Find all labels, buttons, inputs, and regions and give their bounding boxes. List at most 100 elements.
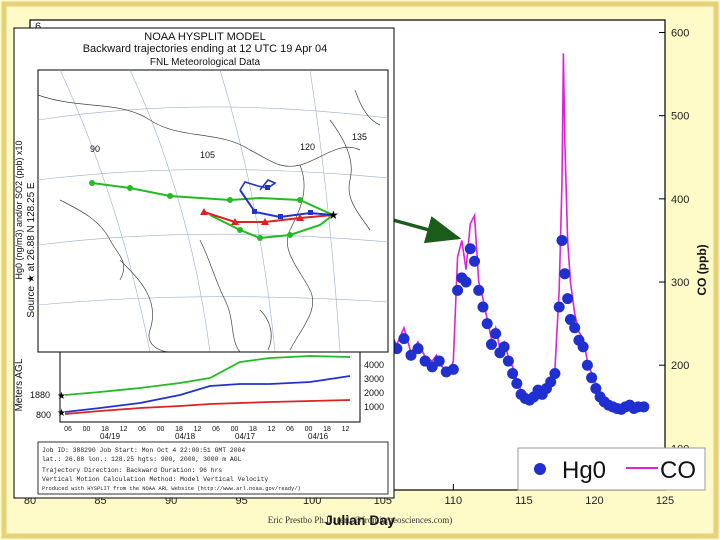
right-axis: 100200300400500600 [659, 27, 689, 455]
hg0-point [638, 401, 650, 413]
hg0-point [460, 276, 472, 288]
trajectory-green-low [209, 214, 334, 240]
hg0-point [562, 293, 574, 305]
hg0-point [473, 284, 485, 296]
y-axis-right-title: CO (ppb) [695, 244, 709, 295]
profile-left-800: 800 [36, 410, 51, 420]
profile-time-tick: 00 [157, 426, 165, 433]
legend-hg0-marker [534, 463, 546, 475]
profile-time-tick: 06 [138, 426, 146, 433]
hg0-point [577, 341, 589, 353]
inset-title-3: FNL Meteorological Data [150, 57, 261, 68]
profile-time-tick: 00 [231, 426, 239, 433]
footer-credit: Eric Prestbo Ph.D. (eric@frontiergeoscie… [268, 515, 453, 525]
profile-time-tick: 06 [286, 426, 294, 433]
hg0-point [469, 255, 480, 267]
profile-left-1880: 1880 [30, 390, 50, 400]
lon-label-135: 135 [352, 132, 367, 142]
date-label-2: 04/18 [175, 432, 196, 441]
hg0-series [377, 234, 650, 415]
hg0-point [405, 349, 417, 361]
y-right-tick-label: 500 [671, 111, 689, 123]
hg0-point [511, 378, 523, 390]
hg0-point [412, 343, 424, 355]
hg0-point [545, 376, 557, 388]
hg0-point [586, 372, 598, 384]
profile-time-tick: 18 [175, 426, 183, 433]
profile-time-axis: 06 00 18 12 06 00 18 12 06 00 18 12 06 00 18 12 [64, 426, 349, 433]
hg0-point [477, 301, 489, 313]
hg0-point [398, 333, 410, 345]
profile-star-top: ★ [57, 391, 66, 402]
profile-time-tick: 06 [212, 426, 220, 433]
map-graticule [37, 69, 389, 353]
annotation-arrow [392, 216, 462, 244]
hg0-point [490, 328, 502, 340]
lon-label-105: 105 [200, 150, 215, 160]
profile-time-tick: 12 [194, 426, 202, 433]
trajectory-green-top [91, 182, 334, 216]
profile-tick-4000: 4000 [364, 360, 384, 370]
legend-box [517, 447, 706, 491]
hysplit-inset: NOAA HYSPLIT MODEL Backward trajectories… [13, 27, 395, 499]
y-right-tick-label: 600 [671, 27, 689, 39]
hg0-point [556, 234, 568, 246]
profile-red [64, 399, 351, 415]
y-right-tick-label: 300 [671, 277, 689, 289]
inset-title-2: Backward trajectories ending at 12 UTC 1… [83, 43, 328, 55]
info-line-1: Job ID: 388290 Job Start: Mon Oct 4 22:0… [42, 447, 245, 454]
hg0-point [485, 338, 497, 350]
left-tick-top: 6 [35, 21, 41, 33]
hg0-point [452, 284, 464, 296]
info-box [37, 441, 389, 495]
hg0-point [590, 383, 602, 395]
hg0-point [498, 341, 510, 353]
map-area [37, 69, 389, 353]
lon-label-90: 90 [90, 144, 100, 154]
profile-time-tick: 00 [83, 426, 91, 433]
hg0-point [549, 368, 561, 380]
hg0-point [481, 318, 493, 330]
date-label-1: 04/19 [100, 432, 121, 441]
profile-time-tick: 12 [342, 426, 350, 433]
hg0-point [559, 268, 571, 280]
date-label-4: 04/16 [308, 432, 329, 441]
profile-tick-2000: 2000 [364, 388, 384, 398]
info-line-5: Produced with HYSPLIT from the NOAA ARL … [42, 486, 301, 492]
x-axis-title: Julian Day [325, 512, 395, 528]
info-line-3: Trajectory Direction: Backward Duration:… [42, 467, 222, 474]
inset-title-1: NOAA HYSPLIT MODEL [144, 31, 265, 43]
profile-time-tick: 00 [305, 426, 313, 433]
hg0-point [447, 363, 459, 375]
legend-co-label: CO [660, 457, 696, 484]
hg0-point [502, 355, 514, 367]
x-tick-label: 110 [445, 495, 463, 507]
hg0-point [507, 368, 519, 380]
hg0-point [569, 322, 581, 334]
source-star: ★ [328, 208, 339, 222]
y-right-tick-label: 400 [671, 194, 689, 206]
x-tick-label: 115 [515, 495, 533, 507]
lon-label-120: 120 [300, 142, 315, 152]
trajectory-red-markers [200, 208, 304, 225]
hg0-point [433, 355, 445, 367]
y-right-tick-label: 200 [671, 360, 689, 372]
profile-green [64, 355, 351, 396]
inset-yaxis-label: Meters AGL [14, 358, 25, 411]
legend-hg0-label: Hg0 [562, 457, 606, 484]
hg0-point [553, 301, 565, 313]
trajectory-blue-markers [252, 185, 313, 219]
profile-time-tick: 06 [64, 426, 72, 433]
profile-time-tick: 12 [120, 426, 128, 433]
x-tick-label: 120 [585, 495, 603, 507]
legend: Hg0 CO [517, 447, 706, 491]
profile-tick-1000: 1000 [364, 402, 384, 412]
date-label-3: 04/17 [235, 432, 256, 441]
y-axis-left-title: Hg0 (ng/m3) and/or SO2 (ppb) x10 [14, 140, 24, 279]
info-line-2: lat.: 26.88 lon.: 128.25 hgts: 900, 2000… [42, 456, 242, 463]
profile-time-tick: 18 [101, 426, 109, 433]
hg0-point [581, 359, 593, 371]
